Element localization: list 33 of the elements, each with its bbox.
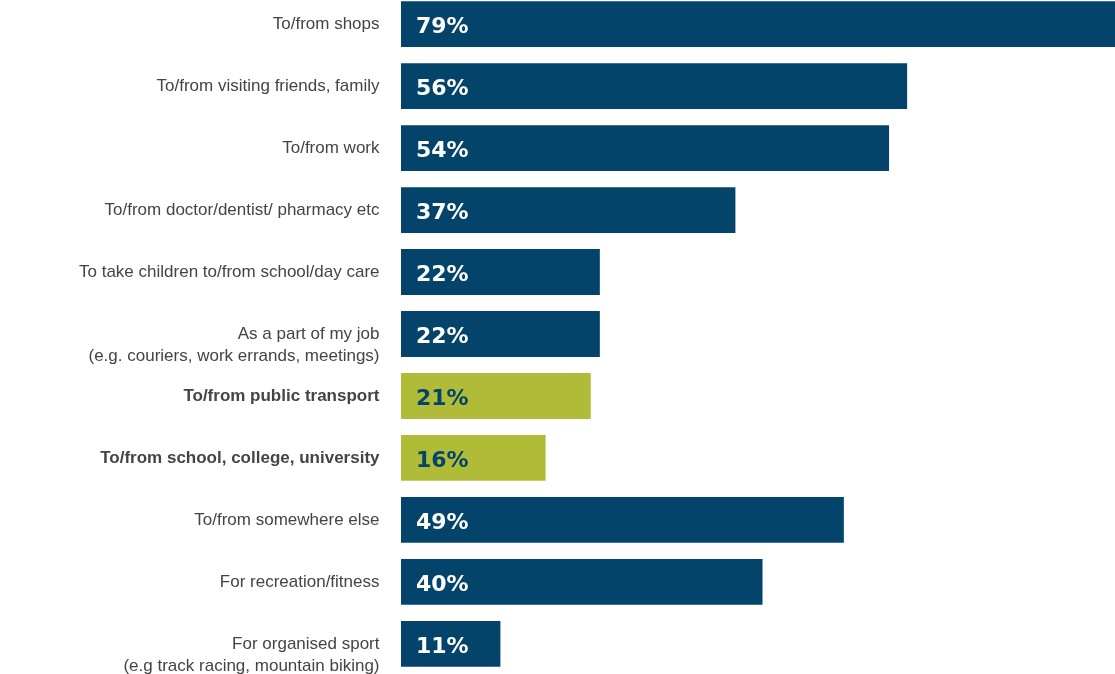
bar (401, 620, 501, 667)
bar (401, 435, 546, 481)
y-tick-label: To/from school, college, university (100, 447, 381, 467)
data-label: 16% (416, 446, 469, 472)
y-tick-label: To/from work (282, 138, 380, 158)
y-tick-label: To take children to/from school/day care (79, 262, 380, 282)
bar (401, 249, 600, 295)
data-label: 79% (416, 13, 469, 39)
y-tick-label: To/from doctor/dentist/ pharmacy etc (104, 200, 380, 220)
data-label: 22% (416, 323, 469, 348)
y-tick-label: To/from visiting friends, family (156, 76, 380, 96)
bar (401, 125, 890, 172)
y-tick-label: To/from shops (272, 14, 380, 34)
bar (401, 373, 591, 419)
bar (401, 63, 908, 110)
data-label: 54% (416, 137, 469, 163)
data-label: 56% (416, 75, 469, 101)
bar (401, 311, 600, 357)
bar (401, 558, 763, 605)
y-tick-label: As a part of my job (e.g. couriers, work errands, meetings) (88, 324, 380, 365)
bar (401, 187, 736, 233)
y-tick-label: For recreation/fitness (219, 571, 380, 591)
data-label: 21% (416, 384, 469, 410)
data-label: 37% (416, 199, 469, 225)
data-label: 22% (416, 261, 469, 287)
data-label: 40% (416, 570, 469, 596)
y-tick-label: To/from public transport (183, 385, 380, 405)
y-tick-label: For organised sport (e.g track racing, mountain biking) (123, 633, 380, 674)
data-label: 49% (416, 508, 469, 534)
bar (401, 496, 844, 543)
bar (401, 1, 1115, 48)
y-tick-label: To/from somewhere else (194, 509, 380, 529)
data-label: 11% (416, 632, 469, 658)
